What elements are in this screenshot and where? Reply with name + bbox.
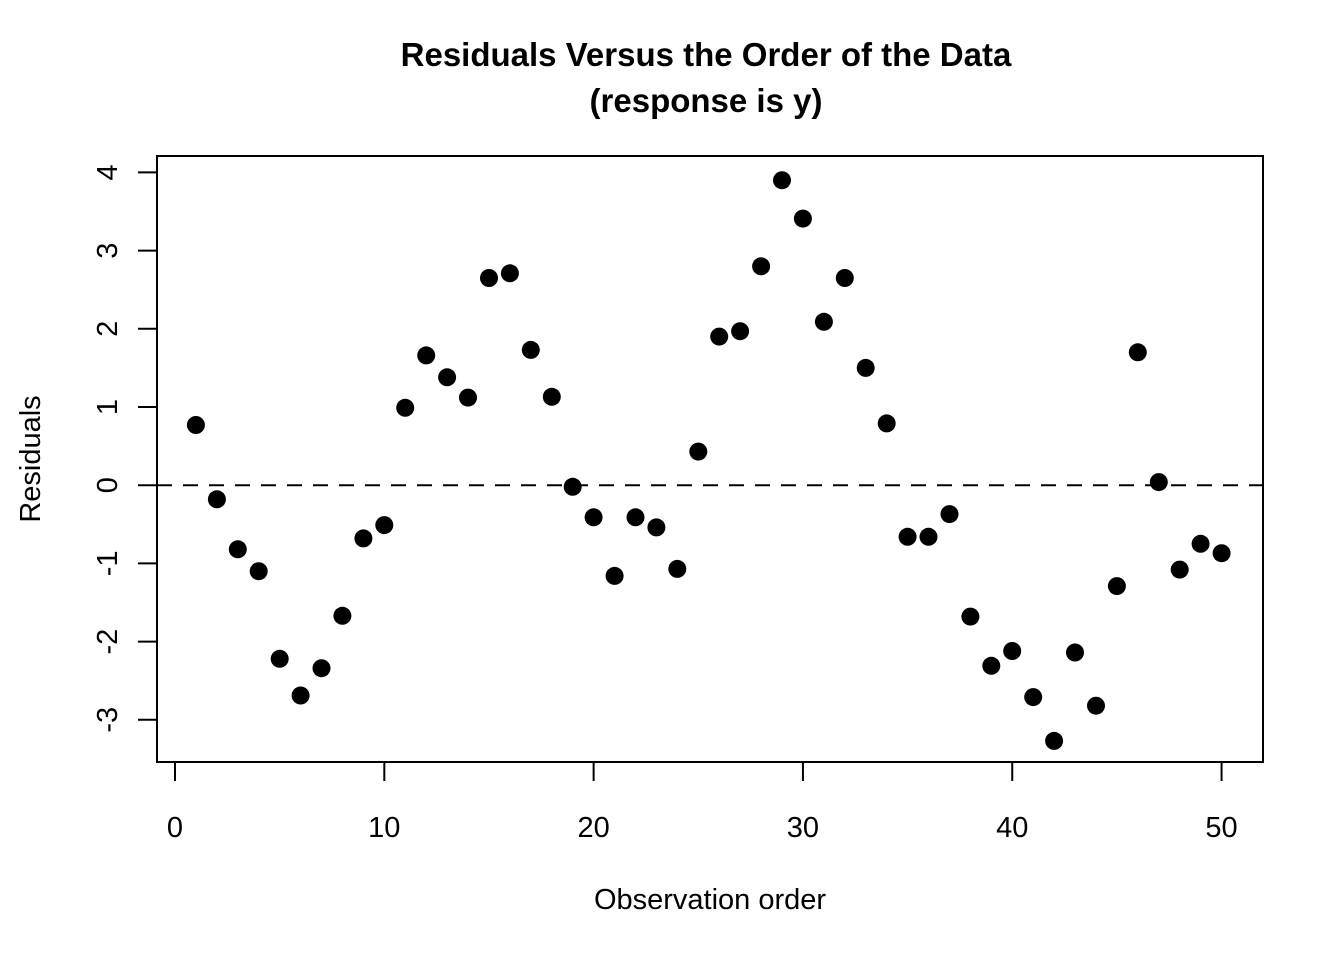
data-point [898, 527, 917, 546]
plot-frame [156, 155, 1264, 763]
y-tick-label: 3 [92, 243, 124, 259]
data-point [459, 388, 477, 407]
data-point [835, 269, 854, 287]
data-point [814, 312, 833, 331]
data-point [312, 659, 331, 678]
data-point [186, 416, 205, 434]
x-axis-label: Observation order [594, 884, 826, 916]
data-point [710, 327, 729, 346]
y-tick-label: 1 [92, 399, 124, 415]
data-point [647, 518, 666, 537]
data-point [1024, 688, 1043, 707]
y-tick-label: -1 [92, 550, 124, 576]
data-point [919, 527, 938, 546]
data-point [605, 566, 624, 585]
data-point [773, 171, 791, 190]
data-point [375, 516, 394, 535]
chart-title: Residuals Versus the Order of the Data [401, 36, 1012, 73]
scatter-points [186, 171, 1231, 750]
data-point [521, 340, 540, 359]
data-point [961, 607, 980, 626]
x-tick-label: 10 [368, 812, 400, 844]
data-point [1149, 473, 1168, 492]
data-point [207, 490, 226, 509]
data-point [333, 606, 352, 625]
data-point [396, 398, 415, 417]
data-point [1087, 696, 1105, 715]
data-point [668, 559, 687, 578]
data-point [291, 686, 310, 705]
data-point [1212, 544, 1231, 563]
data-point [563, 477, 582, 496]
x-tick-label: 30 [787, 812, 819, 844]
data-point [354, 529, 373, 548]
data-point [500, 264, 519, 283]
data-point [1191, 534, 1210, 553]
data-point [1170, 560, 1189, 579]
data-point [752, 257, 771, 276]
x-tick-label: 40 [996, 812, 1028, 844]
data-point [480, 269, 498, 287]
y-axis-label: Residuals [15, 395, 47, 522]
x-tick-label: 50 [1205, 812, 1237, 844]
data-point [793, 209, 812, 228]
y-tick-label: 2 [92, 321, 124, 337]
data-point [1045, 731, 1064, 750]
data-point [731, 322, 750, 341]
data-point [689, 442, 708, 461]
x-tick-label: 0 [167, 812, 183, 844]
y-axis-ticks: -3 -2 -1 0 1 2 3 4 [92, 164, 157, 733]
x-tick-label: 20 [577, 812, 609, 844]
data-point [1003, 642, 1022, 660]
data-point [438, 368, 457, 387]
y-tick-label: 4 [92, 164, 124, 180]
data-point [1066, 643, 1084, 662]
data-point [982, 656, 1001, 675]
x-axis-ticks: 0 10 20 30 40 50 [167, 762, 1238, 844]
data-point [877, 414, 896, 433]
y-tick-label: -3 [92, 707, 124, 733]
data-point [270, 649, 289, 668]
data-point [856, 358, 875, 377]
data-point [1128, 343, 1147, 362]
data-point [940, 505, 959, 524]
data-point [542, 387, 561, 406]
y-tick-label: -2 [92, 629, 124, 655]
data-point [584, 508, 603, 527]
data-point [1107, 577, 1126, 596]
data-point [626, 508, 645, 527]
data-point [417, 346, 436, 365]
chart-subtitle: (response is y) [590, 82, 823, 119]
data-point [228, 540, 247, 559]
data-point [249, 562, 268, 581]
y-tick-label: 0 [92, 477, 124, 493]
